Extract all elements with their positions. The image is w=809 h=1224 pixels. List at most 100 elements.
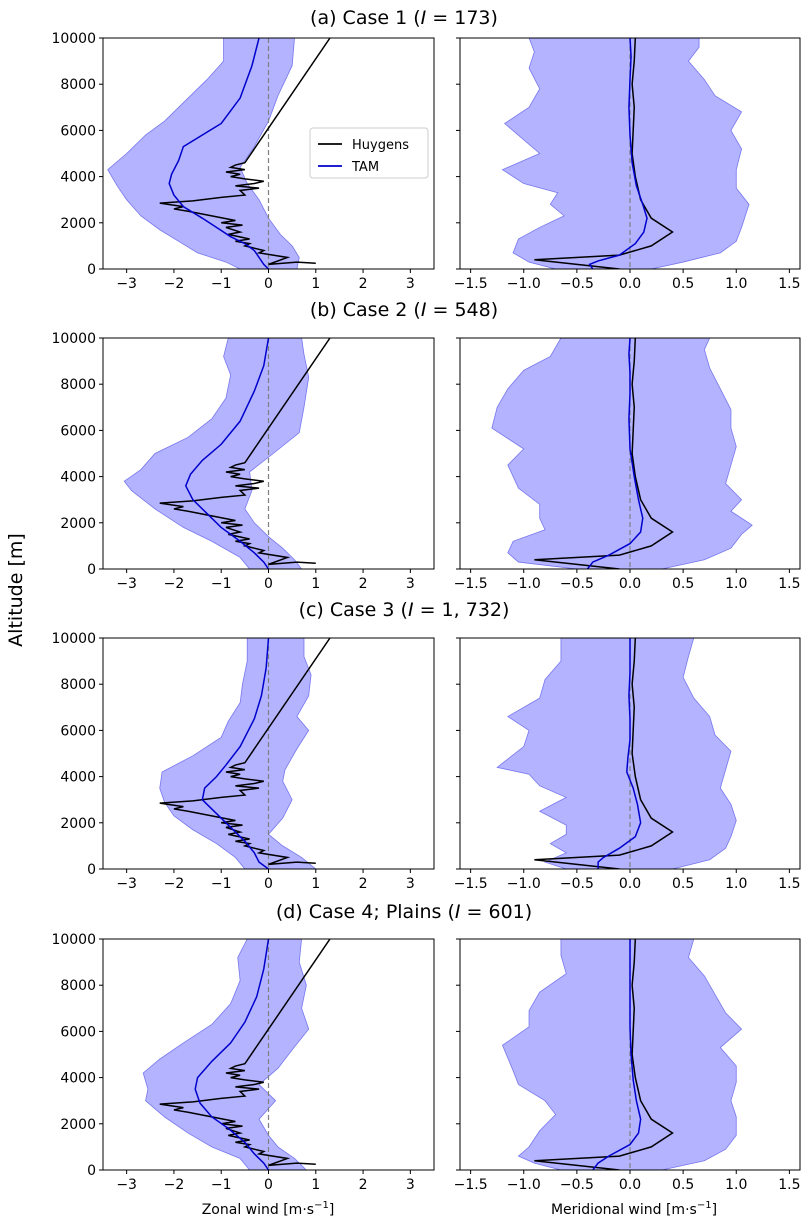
y-tick-label: 0 [87, 1163, 96, 1179]
y-tick-label: 2000 [60, 816, 96, 832]
x-tick-label: 1.5 [778, 876, 800, 892]
x-tick-label: −0.5 [560, 876, 594, 892]
x-tick-label: 0 [264, 276, 273, 292]
x-tick-label: −1 [211, 276, 232, 292]
x-tick-label: −0.5 [560, 576, 594, 592]
meridional-panel: −1.5 −1.0 −0.5 0.0 0.5 1.0 1.5 [454, 938, 801, 1193]
y-tick-label: 10000 [51, 31, 96, 47]
x-tick-label: 0.0 [619, 576, 641, 592]
tam-line [194, 939, 270, 1170]
x-tick-label: 2 [359, 576, 368, 592]
x-tick-label: −2 [164, 1177, 185, 1193]
tam-spread-band [107, 38, 300, 269]
tam-spread-band [159, 638, 317, 869]
tam-spread-band [123, 338, 310, 569]
y-axis-label: Altitude [m] [5, 533, 27, 647]
x-axis-label-meridional: Meridional wind [m·s−1] [551, 1200, 717, 1218]
x-tick-label: −0.5 [560, 1177, 594, 1193]
x-tick-label: −1.5 [454, 276, 488, 292]
x-tick-label: 1.0 [725, 876, 747, 892]
x-tick-label: 2 [359, 876, 368, 892]
plot-area [123, 338, 331, 569]
tam-spread-band [491, 338, 753, 569]
x-tick-label: 1 [311, 576, 320, 592]
tam-spread-band [502, 939, 743, 1170]
huygens-line [159, 38, 331, 266]
x-tick-label: 0.5 [672, 576, 694, 592]
panel-title: (b) Case 2 (I = 548) [310, 299, 498, 321]
x-tick-label: 1.5 [778, 276, 800, 292]
plot-area [142, 939, 331, 1170]
zonal-panel: −3 −2 −1 0 1 2 3 0 2000 4000 6000 8000 10000 [51, 331, 435, 592]
x-tick-label: 1.0 [725, 576, 747, 592]
legend: Huygens TAM [309, 127, 429, 179]
x-tick-label: 1 [311, 1177, 320, 1193]
huygens-line [159, 638, 331, 866]
x-tick-label: 1 [311, 276, 320, 292]
meridional-panel: −1.5 −1.0 −0.5 0.0 0.5 1.0 1.5 [454, 637, 801, 892]
y-tick-label: 4000 [60, 1071, 96, 1087]
x-tick-label: −2 [164, 876, 185, 892]
x-tick-label: −3 [116, 276, 137, 292]
plot-area [496, 638, 737, 869]
x-tick-label: 1.5 [778, 1177, 800, 1193]
y-tick-label: 0 [87, 262, 96, 278]
plot-area [491, 338, 753, 569]
x-tick-label: −0.5 [560, 276, 594, 292]
tam-spread-band [501, 38, 750, 269]
y-tick-label: 8000 [60, 978, 96, 994]
x-tick-label: 1.5 [778, 576, 800, 592]
x-tick-label: 2 [359, 276, 368, 292]
tam-line [168, 38, 270, 269]
x-tick-label: 0 [264, 1177, 273, 1193]
y-tick-label: 4000 [60, 770, 96, 786]
x-axis-label-zonal: Zonal wind [m·s−1] [202, 1200, 335, 1218]
y-tick-label: 10000 [51, 331, 96, 347]
y-tick-label: 2000 [60, 216, 96, 232]
tam-spread-band [496, 638, 737, 869]
x-tick-label: 0.5 [672, 876, 694, 892]
legend-label: TAM [351, 160, 379, 175]
panel-title: (a) Case 1 (I = 173) [310, 7, 498, 29]
tam-line [201, 638, 270, 869]
x-tick-label: −1.0 [507, 576, 541, 592]
x-tick-label: 2 [359, 1177, 368, 1193]
x-tick-label: −1.0 [507, 1177, 541, 1193]
row-4: (d) Case 4; Plains (I = 601) −3 −2 −1 0 1 2 3 0 2… [51, 901, 800, 1193]
x-tick-label: −1 [211, 1177, 232, 1193]
y-tick-label: 10000 [51, 932, 96, 948]
y-tick-label: 4000 [60, 470, 96, 486]
x-tick-label: −1.5 [454, 576, 488, 592]
x-tick-label: −3 [116, 1177, 137, 1193]
tam-line [184, 338, 270, 569]
x-tick-label: 0 [264, 576, 273, 592]
x-tick-label: −1.0 [507, 876, 541, 892]
panel-title: (d) Case 4; Plains (I = 601) [276, 901, 532, 923]
tam-line [592, 939, 642, 1170]
panels: (a) Case 1 (I = 173)−3 −2 −1 0 1 2 30200040006… [51, 7, 800, 1193]
y-tick-label: 8000 [60, 77, 96, 93]
x-tick-label: −3 [116, 576, 137, 592]
y-tick-label: 2000 [60, 1117, 96, 1133]
zonal-panel: −3 −2 −1 0 1 2 3 0 2000 4000 6000 8000 10000 [51, 31, 435, 292]
row-2: (b) Case 2 (I = 548) −3 −2 −1 0 1 2 3 0 2000 4000 6… [51, 299, 800, 592]
x-tick-label: 3 [406, 1177, 415, 1193]
huygens-line [534, 939, 674, 1170]
x-tick-label: −2 [164, 576, 185, 592]
x-tick-label: −1.0 [507, 276, 541, 292]
x-tick-label: 3 [406, 876, 415, 892]
x-tick-label: 1 [311, 876, 320, 892]
y-tick-label: 6000 [60, 1024, 96, 1040]
y-tick-label: 8000 [60, 377, 96, 393]
x-tick-label: 3 [406, 276, 415, 292]
x-tick-label: −3 [116, 876, 137, 892]
x-tick-label: −1.5 [454, 876, 488, 892]
huygens-line [534, 638, 674, 869]
tam-spread-band [142, 939, 310, 1170]
meridional-panel: −1.5 −1.0 −0.5 0.0 0.5 1.0 1.5 [454, 337, 801, 592]
huygens-line [534, 338, 674, 569]
x-tick-label: 1.0 [725, 1177, 747, 1193]
y-tick-label: 4000 [60, 170, 96, 186]
row-1: (a) Case 1 (I = 173) −3 −2 −1 0 1 2 3 0 2000 4000 6… [51, 7, 800, 292]
